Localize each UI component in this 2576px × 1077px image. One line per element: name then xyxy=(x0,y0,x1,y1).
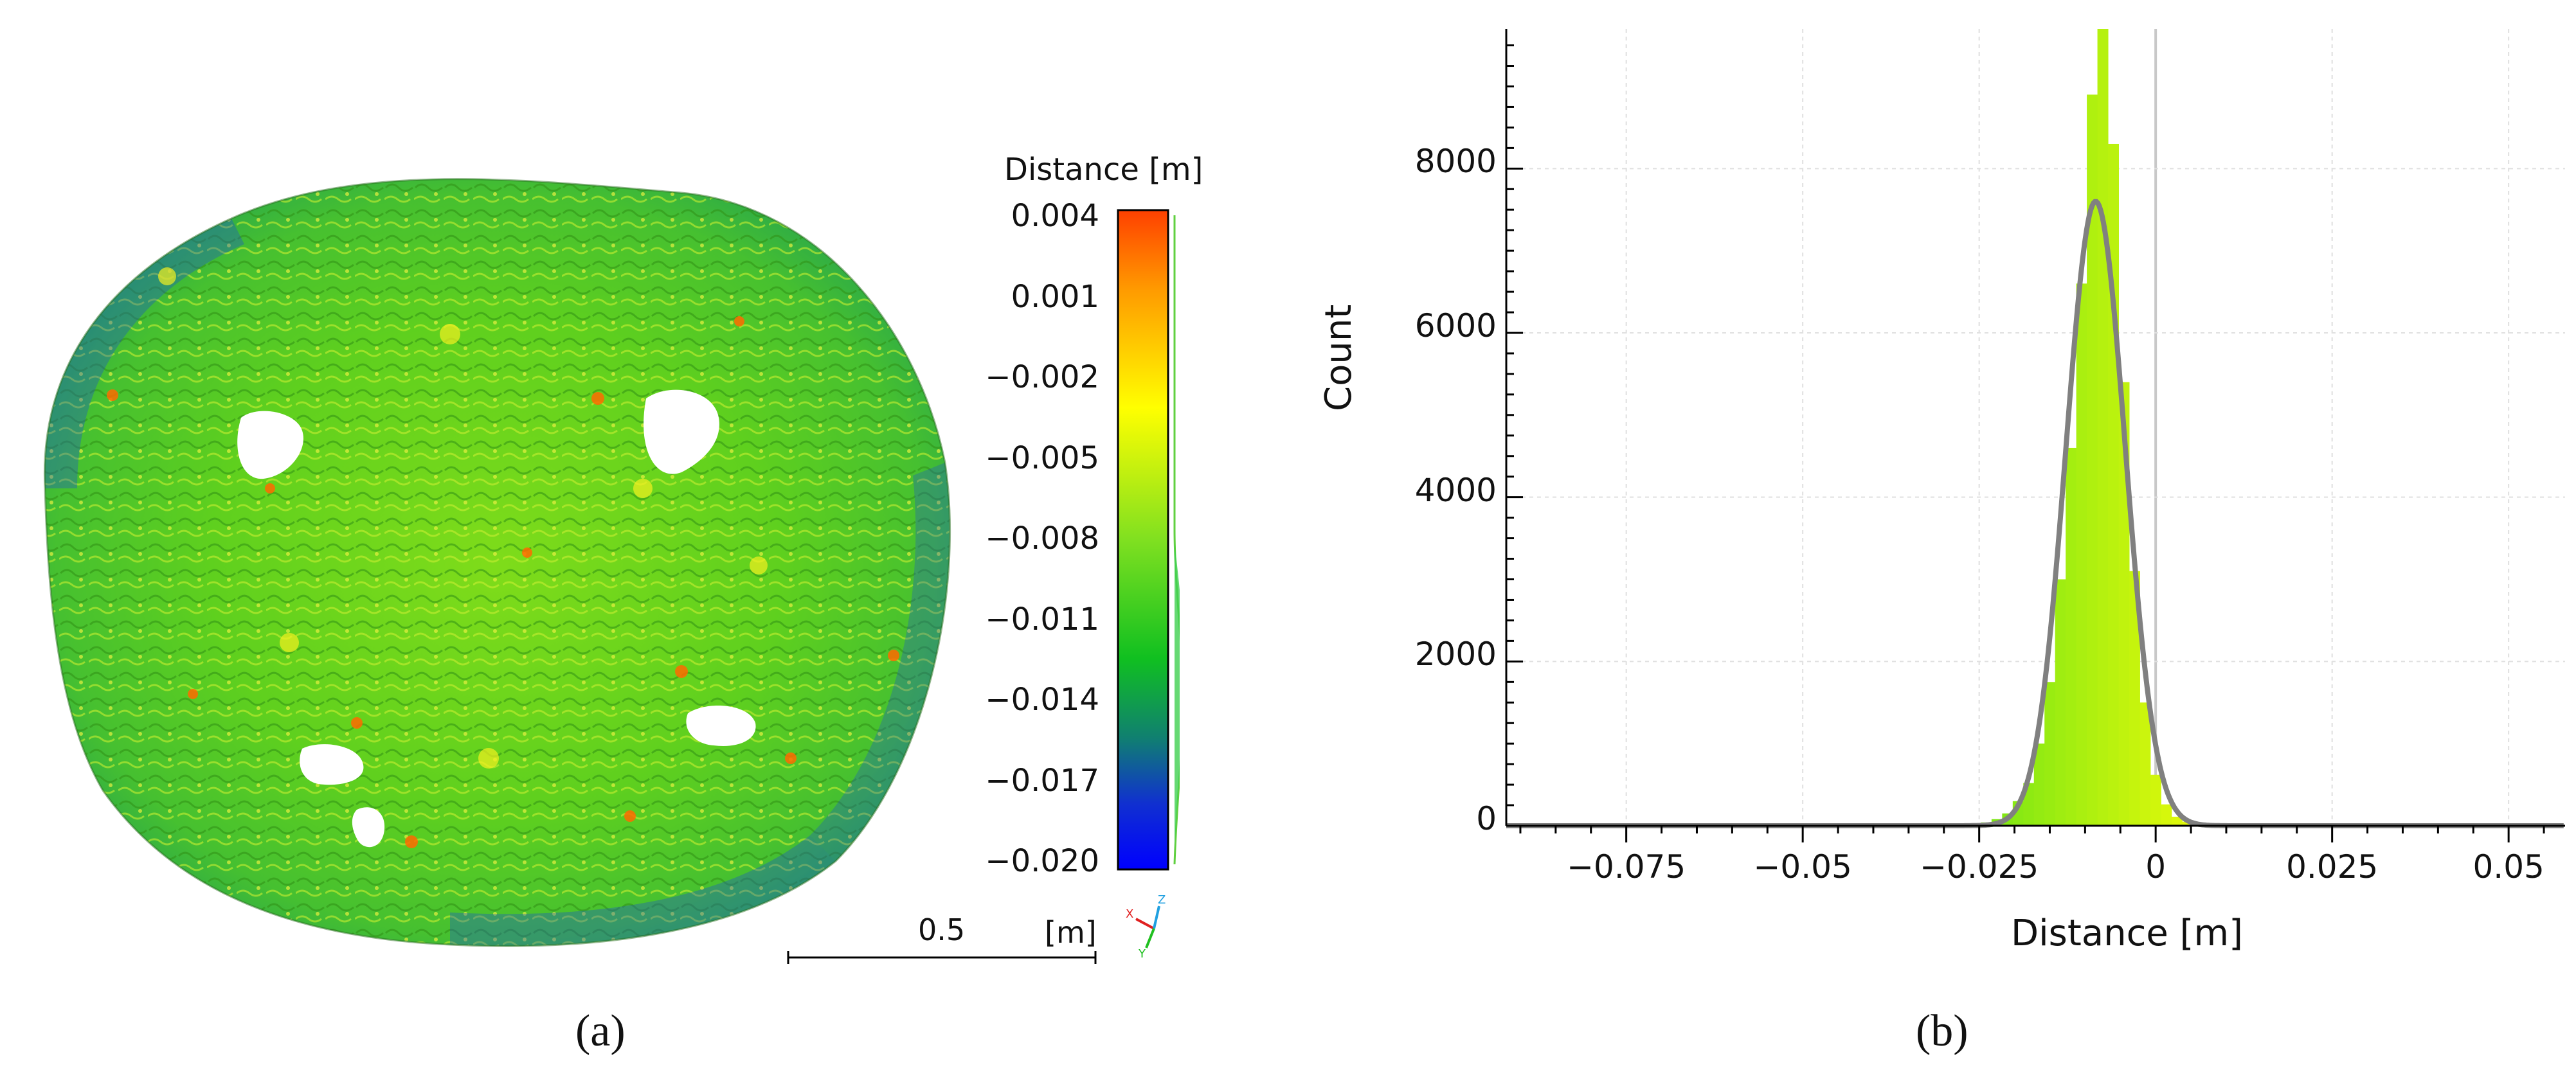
histogram-grid xyxy=(1506,29,2565,826)
x-tick-label: −0.025 xyxy=(1920,848,2039,886)
histogram-bar xyxy=(2033,743,2045,826)
colorbar-tick-label: 0.004 xyxy=(1011,198,1099,234)
colorbar xyxy=(1117,209,1180,871)
axis-z-label: Z xyxy=(1158,893,1166,907)
x-tick-label: −0.075 xyxy=(1567,848,1686,886)
gaussian-fit-curve xyxy=(1506,199,2564,828)
histogram-bar xyxy=(2044,682,2056,826)
colorbar-gradient xyxy=(1117,209,1169,871)
histogram-axes xyxy=(1505,29,2565,842)
colorbar-tick-label: −0.014 xyxy=(985,682,1099,718)
scale-bar xyxy=(787,951,1097,964)
scale-bar-value: 0.5 xyxy=(918,912,966,947)
x-tick-label: 0 xyxy=(2145,848,2166,886)
colorbar-tick-label: 0.001 xyxy=(1011,278,1099,315)
colorbar-tick-label: −0.005 xyxy=(985,440,1099,476)
histogram-bar xyxy=(2182,821,2193,826)
histogram-bar xyxy=(2161,804,2172,826)
y-tick-label: 0 xyxy=(1476,800,1497,837)
scale-bar-unit: [m] xyxy=(1045,915,1097,950)
point-cloud-surface xyxy=(44,179,950,947)
y-axis-title: Count xyxy=(1318,304,1360,411)
panel-b-label: (b) xyxy=(1916,1006,1968,1056)
point-cloud-view xyxy=(43,178,951,947)
x-tick-label: 0.05 xyxy=(2472,848,2544,886)
x-axis-title: Distance [m] xyxy=(2011,912,2243,954)
histogram-bar xyxy=(2129,571,2140,826)
panel-a-label: (a) xyxy=(575,1006,626,1056)
histogram-bar xyxy=(2087,94,2098,826)
histogram-bar xyxy=(2171,816,2183,826)
colorbar-title: Distance [m] xyxy=(1004,152,1203,188)
histogram-bar xyxy=(2055,579,2066,826)
colorbar-tick-label: −0.020 xyxy=(985,843,1099,879)
y-tick-label: 8000 xyxy=(1414,143,1497,181)
x-tick-label: 0.025 xyxy=(2286,848,2379,886)
axes-gizmo: X Z Y xyxy=(1126,893,1166,961)
y-tick-label: 6000 xyxy=(1414,307,1497,344)
axis-y-label: Y xyxy=(1138,947,1146,961)
histogram-bar xyxy=(2066,447,2077,826)
colorbar-tick-label: −0.017 xyxy=(985,762,1099,799)
colorbar-tick-label: −0.002 xyxy=(985,359,1099,395)
histogram-bar xyxy=(2139,702,2151,826)
histogram-bars xyxy=(1981,29,2204,826)
histogram-bar xyxy=(2076,283,2087,826)
y-tick-label: 4000 xyxy=(1414,471,1497,509)
colorbar-tick-label: −0.008 xyxy=(985,521,1099,556)
colorbar-tick-label: −0.011 xyxy=(985,601,1099,637)
histogram-bar xyxy=(2150,774,2161,826)
y-tick-label: 2000 xyxy=(1414,636,1497,673)
axis-x-label: X xyxy=(1126,907,1133,921)
histogram-bar xyxy=(2097,29,2109,826)
x-tick-label: −0.05 xyxy=(1753,848,1852,886)
